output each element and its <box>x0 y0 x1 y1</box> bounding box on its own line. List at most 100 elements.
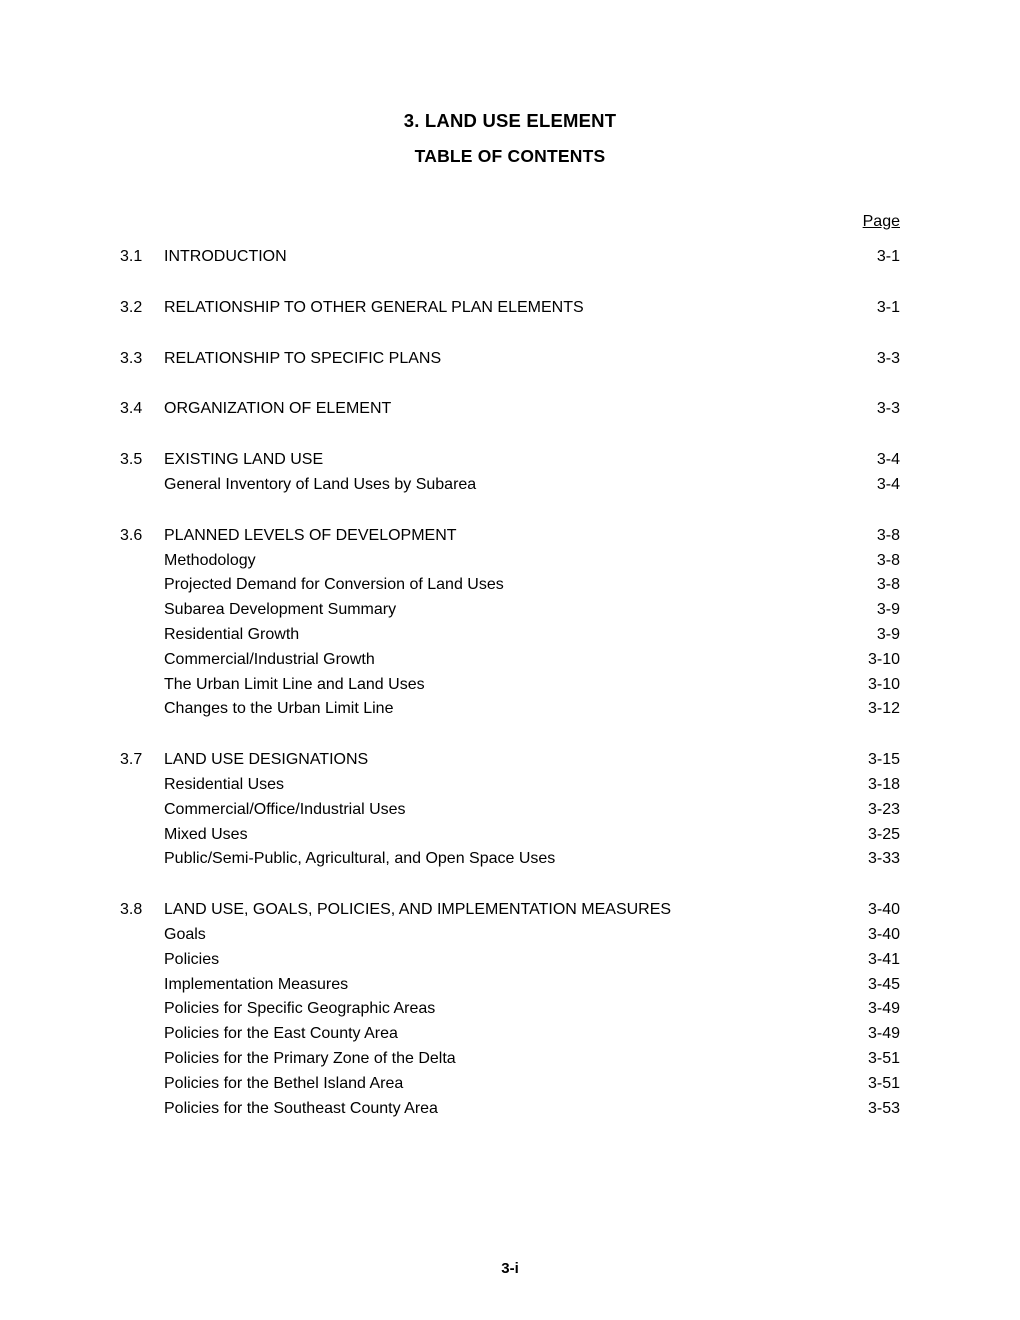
toc-row: ORGANIZATION OF ELEMENT3-3 <box>164 397 900 422</box>
toc-entry-page: 3-8 <box>852 524 900 549</box>
toc-entry-label: Policies for the Southeast County Area <box>164 1097 852 1122</box>
toc-row: Residential Uses3-18 <box>164 773 900 798</box>
toc-entry-label: Implementation Measures <box>164 973 852 998</box>
toc-entry-page: 3-45 <box>852 973 900 998</box>
toc-entry-label: Residential Growth <box>164 623 852 648</box>
toc-entry-page: 3-40 <box>852 898 900 923</box>
toc-row: Policies for Specific Geographic Areas3-… <box>164 997 900 1022</box>
toc-entry-page: 3-15 <box>852 748 900 773</box>
toc-entry-page: 3-8 <box>852 549 900 574</box>
page-footer: 3-i <box>0 1260 1020 1277</box>
toc-row: Policies for the Primary Zone of the Del… <box>164 1047 900 1072</box>
chapter-title: 3. LAND USE ELEMENT <box>120 110 900 132</box>
section-body: INTRODUCTION3-1 <box>164 245 900 270</box>
section-number: 3.4 <box>120 397 164 422</box>
toc-row: Mixed Uses3-25 <box>164 823 900 848</box>
toc-row: RELATIONSHIP TO SPECIFIC PLANS3-3 <box>164 347 900 372</box>
toc-entry-label: Policies for the Primary Zone of the Del… <box>164 1047 852 1072</box>
toc-entry-label: Policies for the Bethel Island Area <box>164 1072 852 1097</box>
toc-entry-label: Residential Uses <box>164 773 852 798</box>
toc-section: 3.1INTRODUCTION3-1 <box>120 245 900 270</box>
toc-entry-page: 3-25 <box>852 823 900 848</box>
toc-entry-label: Changes to the Urban Limit Line <box>164 697 852 722</box>
section-body: LAND USE, GOALS, POLICIES, AND IMPLEMENT… <box>164 898 900 1121</box>
title-block: 3. LAND USE ELEMENT TABLE OF CONTENTS <box>120 110 900 167</box>
toc-entry-page: 3-53 <box>852 1097 900 1122</box>
toc-row: Policies for the Southeast County Area3-… <box>164 1097 900 1122</box>
toc-entry-label: The Urban Limit Line and Land Uses <box>164 673 852 698</box>
toc-section: 3.6PLANNED LEVELS OF DEVELOPMENT3-8Metho… <box>120 524 900 722</box>
toc-section: 3.5EXISTING LAND USE3-4General Inventory… <box>120 448 900 498</box>
section-number: 3.2 <box>120 296 164 321</box>
toc-entry-label: Methodology <box>164 549 852 574</box>
toc-entry-label: RELATIONSHIP TO OTHER GENERAL PLAN ELEME… <box>164 296 852 321</box>
section-number: 3.6 <box>120 524 164 722</box>
toc-row: Policies3-41 <box>164 948 900 973</box>
toc-entry-label: Mixed Uses <box>164 823 852 848</box>
toc-row: Goals3-40 <box>164 923 900 948</box>
toc-entry-label: Policies for the East County Area <box>164 1022 852 1047</box>
section-number: 3.1 <box>120 245 164 270</box>
section-body: RELATIONSHIP TO SPECIFIC PLANS3-3 <box>164 347 900 372</box>
section-number: 3.3 <box>120 347 164 372</box>
toc-entry-page: 3-33 <box>852 847 900 872</box>
toc-title: TABLE OF CONTENTS <box>120 146 900 167</box>
toc-entry-page: 3-10 <box>852 673 900 698</box>
toc-row: PLANNED LEVELS OF DEVELOPMENT3-8 <box>164 524 900 549</box>
toc-entry-page: 3-4 <box>852 473 900 498</box>
toc-entry-page: 3-9 <box>852 598 900 623</box>
toc-entry-label: ORGANIZATION OF ELEMENT <box>164 397 852 422</box>
toc-entry-page: 3-49 <box>852 1022 900 1047</box>
toc-section: 3.7LAND USE DESIGNATIONS3-15Residential … <box>120 748 900 872</box>
toc-entry-page: 3-3 <box>852 397 900 422</box>
toc-section: 3.4ORGANIZATION OF ELEMENT3-3 <box>120 397 900 422</box>
toc-entry-label: LAND USE, GOALS, POLICIES, AND IMPLEMENT… <box>164 898 852 923</box>
toc-entry-page: 3-23 <box>852 798 900 823</box>
toc-entry-label: Goals <box>164 923 852 948</box>
page-header-label: Page <box>863 213 900 231</box>
toc-entry-page: 3-4 <box>852 448 900 473</box>
toc-entry-page: 3-12 <box>852 697 900 722</box>
page-column-header: Page <box>120 213 900 231</box>
toc-entry-label: Policies <box>164 948 852 973</box>
toc-entry-page: 3-18 <box>852 773 900 798</box>
toc-row: Subarea Development Summary3-9 <box>164 598 900 623</box>
toc-entry-label: Public/Semi-Public, Agricultural, and Op… <box>164 847 852 872</box>
section-body: ORGANIZATION OF ELEMENT3-3 <box>164 397 900 422</box>
toc-row: Policies for the Bethel Island Area3-51 <box>164 1072 900 1097</box>
toc-entry-page: 3-49 <box>852 997 900 1022</box>
toc-row: INTRODUCTION3-1 <box>164 245 900 270</box>
section-number: 3.7 <box>120 748 164 872</box>
toc-entry-page: 3-1 <box>852 296 900 321</box>
toc-entry-page: 3-51 <box>852 1047 900 1072</box>
toc-entry-page: 3-51 <box>852 1072 900 1097</box>
toc-row: Public/Semi-Public, Agricultural, and Op… <box>164 847 900 872</box>
toc-row: RELATIONSHIP TO OTHER GENERAL PLAN ELEME… <box>164 296 900 321</box>
toc-row: EXISTING LAND USE3-4 <box>164 448 900 473</box>
toc-row: General Inventory of Land Uses by Subare… <box>164 473 900 498</box>
toc-entry-label: PLANNED LEVELS OF DEVELOPMENT <box>164 524 852 549</box>
toc-entry-page: 3-8 <box>852 573 900 598</box>
toc-row: Implementation Measures3-45 <box>164 973 900 998</box>
toc-row: Policies for the East County Area3-49 <box>164 1022 900 1047</box>
toc-row: Residential Growth3-9 <box>164 623 900 648</box>
toc-section: 3.2RELATIONSHIP TO OTHER GENERAL PLAN EL… <box>120 296 900 321</box>
toc-section: 3.3RELATIONSHIP TO SPECIFIC PLANS3-3 <box>120 347 900 372</box>
toc-entry-label: General Inventory of Land Uses by Subare… <box>164 473 852 498</box>
section-body: EXISTING LAND USE3-4General Inventory of… <box>164 448 900 498</box>
toc-entry-page: 3-3 <box>852 347 900 372</box>
toc-row: Commercial/Industrial Growth3-10 <box>164 648 900 673</box>
toc-entry-page: 3-41 <box>852 948 900 973</box>
toc-entry-label: RELATIONSHIP TO SPECIFIC PLANS <box>164 347 852 372</box>
toc-sections: 3.1INTRODUCTION3-1 3.2RELATIONSHIP TO OTH… <box>120 245 900 1121</box>
section-number: 3.5 <box>120 448 164 498</box>
section-body: RELATIONSHIP TO OTHER GENERAL PLAN ELEME… <box>164 296 900 321</box>
toc-row: LAND USE DESIGNATIONS3-15 <box>164 748 900 773</box>
toc-entry-page: 3-1 <box>852 245 900 270</box>
toc-row: The Urban Limit Line and Land Uses3-10 <box>164 673 900 698</box>
toc-entry-label: Projected Demand for Conversion of Land … <box>164 573 852 598</box>
toc-entry-page: 3-9 <box>852 623 900 648</box>
toc-entry-label: LAND USE DESIGNATIONS <box>164 748 852 773</box>
toc-entry-label: EXISTING LAND USE <box>164 448 852 473</box>
toc-row: Projected Demand for Conversion of Land … <box>164 573 900 598</box>
